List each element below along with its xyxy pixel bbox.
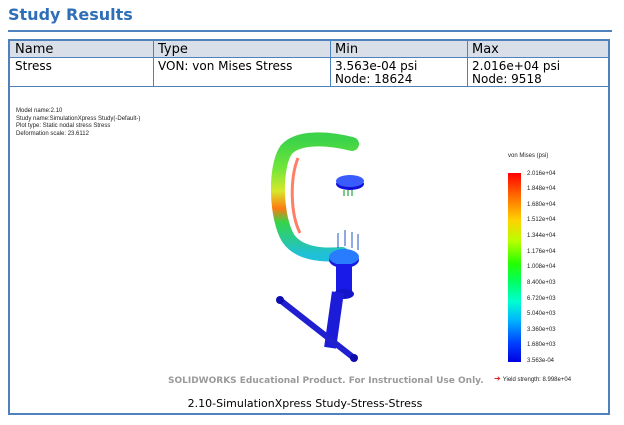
legend-label: 1.008e+04 (527, 264, 556, 270)
legend-label: 1.512e+04 (527, 217, 556, 223)
stress-model-image (271, 132, 364, 362)
header-max: Max (472, 42, 499, 57)
table-header-row (10, 41, 608, 57)
cell-max-value: 2.016e+04 psi (472, 59, 561, 73)
legend-label: 1.680e+03 (527, 342, 556, 348)
cell-min-value: 3.563e-04 psi (335, 59, 418, 73)
legend-label: 3.360e+03 (527, 327, 556, 333)
legend-label: 1.848e+04 (527, 186, 556, 192)
header-type: Type (158, 42, 188, 57)
legend-label: 1.176e+04 (527, 249, 556, 255)
legend-label: 1.680e+04 (527, 202, 556, 208)
educational-watermark: SOLIDWORKS Educational Product. For Inst… (168, 376, 484, 386)
legend-label: 2.016e+04 (527, 171, 556, 177)
legend-title: von Mises (psi) (508, 153, 549, 159)
legend-label: 5.040e+03 (527, 311, 556, 317)
results-table (8, 39, 610, 415)
plot-type: Plot type: Static nodal stress Stress (16, 123, 111, 129)
legend-label: 1.344e+04 (527, 233, 556, 239)
header-min: Min (335, 42, 359, 57)
plot-info: Model name:2.10 Study name:SimulationXpr… (16, 108, 140, 138)
legend-color-scale (508, 173, 521, 362)
page-title: Study Results (8, 5, 133, 24)
deformation-scale: Deformation scale: 23.6112 (16, 130, 89, 137)
cell-name: Stress (15, 59, 52, 73)
yield-strength-label: Yield strength: 8.998e+04 (502, 377, 572, 383)
legend-label: 8.400e+03 (527, 280, 556, 286)
row-divider (10, 57, 608, 58)
row-divider (10, 86, 608, 87)
plot-caption: 2.10-SimulationXpress Study-Stress-Stres… (187, 397, 423, 410)
study-name: Study name:SimulationXpress Study(-Defau… (16, 115, 141, 122)
cell-type: VON: von Mises Stress (158, 59, 293, 73)
title-divider (8, 30, 612, 32)
cell-max-node: Node: 9518 (472, 72, 542, 86)
yield-strength: ➔ Yield strength: 8.998e+04 (494, 374, 571, 383)
model-name: Model name:2.10 (16, 108, 63, 114)
header-name: Name (15, 42, 54, 57)
column-divider (467, 41, 468, 86)
legend-label: 6.720e+03 (527, 296, 556, 302)
arrow-right-icon: ➔ (494, 374, 501, 383)
column-divider (330, 41, 331, 86)
column-divider (153, 41, 154, 86)
legend-label: 3.563e-04 (527, 358, 555, 364)
cell-min-node: Node: 18624 (335, 72, 413, 86)
